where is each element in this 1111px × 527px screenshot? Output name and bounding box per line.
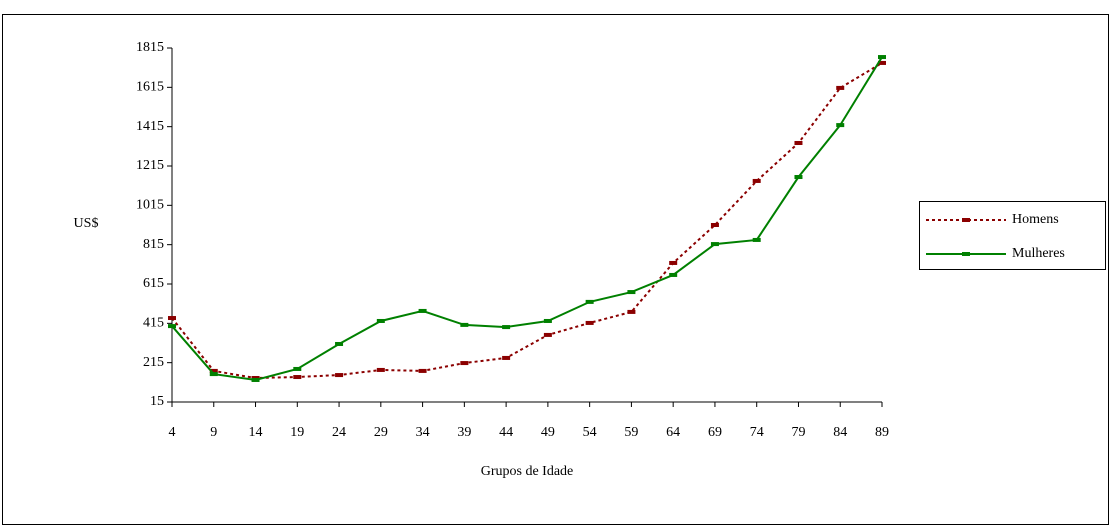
marker [293, 366, 302, 371]
x-tick-label: 84 [833, 425, 847, 440]
y-tick-label: 615 [143, 276, 164, 291]
x-tick-label: 69 [708, 425, 722, 440]
marker [669, 272, 678, 277]
x-tick-label: 34 [416, 425, 430, 440]
marker [376, 318, 385, 323]
marker [376, 367, 385, 372]
marker [878, 55, 886, 60]
y-tick-label: 1215 [136, 158, 164, 173]
x-tick-label: 89 [875, 425, 889, 440]
marker [710, 242, 719, 247]
marker [460, 361, 469, 366]
marker [794, 175, 803, 180]
y-tick-label: 15 [150, 394, 164, 409]
y-tick-label: 815 [143, 237, 164, 252]
legend-label: Homens [1012, 212, 1059, 227]
marker [752, 237, 761, 242]
marker [168, 316, 176, 321]
y-tick-label: 1415 [136, 119, 164, 134]
marker [794, 140, 803, 145]
marker [418, 368, 427, 373]
x-tick-label: 79 [791, 425, 805, 440]
y-tick-label: 215 [143, 355, 164, 370]
x-tick-label: 19 [290, 425, 304, 440]
marker [585, 299, 594, 304]
line [171, 62, 883, 380]
marker [836, 123, 845, 128]
legend-marker [962, 218, 970, 222]
x-tick-label: 44 [499, 425, 513, 440]
marker [585, 320, 594, 325]
x-axis-label: Grupos de Idade [481, 464, 574, 479]
x-tick-label: 24 [332, 425, 346, 440]
marker [293, 375, 302, 380]
y-tick-label: 1015 [136, 198, 164, 213]
x-tick-label: 4 [169, 425, 176, 440]
marker [543, 318, 552, 323]
x-tick-label: 14 [249, 425, 263, 440]
marker [209, 372, 218, 377]
x-tick-label: 9 [210, 425, 217, 440]
marker [627, 290, 636, 295]
marker [335, 341, 344, 346]
marker [168, 324, 176, 329]
marker [335, 373, 344, 378]
marker [878, 60, 886, 65]
x-tick-label: 29 [374, 425, 388, 440]
marker [543, 332, 552, 337]
legend-label: Mulheres [1012, 246, 1065, 261]
y-tick-label: 415 [143, 316, 164, 331]
x-tick-label: 74 [750, 425, 764, 440]
marker [209, 368, 218, 373]
legend-box [919, 201, 1106, 270]
chart-border [2, 14, 1109, 525]
marker [418, 308, 427, 313]
marker [836, 85, 845, 90]
marker [669, 260, 678, 265]
y-tick-label: 1815 [136, 40, 164, 55]
marker [502, 355, 511, 360]
marker [251, 377, 260, 382]
x-tick-label: 39 [457, 425, 471, 440]
x-tick-label: 49 [541, 425, 555, 440]
x-tick-label: 59 [624, 425, 638, 440]
marker [627, 309, 636, 314]
line [171, 56, 883, 381]
legend-marker [962, 252, 970, 256]
marker [460, 322, 469, 327]
y-tick-label: 1615 [136, 80, 164, 95]
x-tick-label: 64 [666, 425, 680, 440]
y-axis-label: US$ [74, 216, 99, 231]
marker [710, 223, 719, 227]
x-tick-label: 54 [583, 425, 597, 440]
marker [752, 178, 761, 183]
marker [502, 325, 511, 330]
